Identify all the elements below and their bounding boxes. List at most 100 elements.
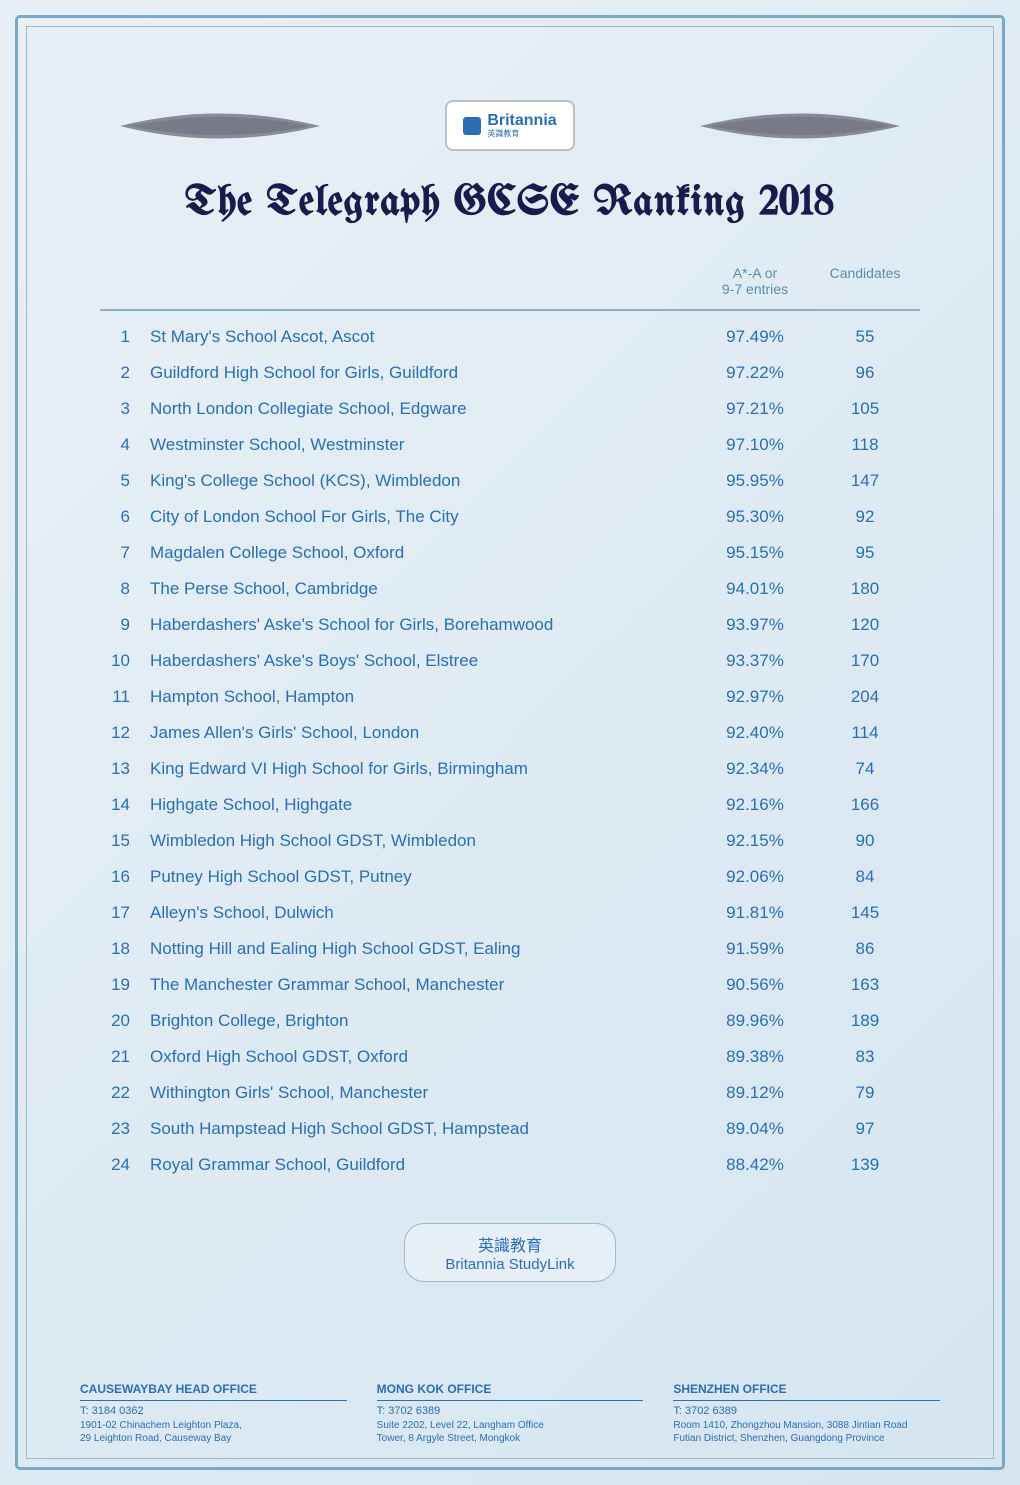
cell-entries: 89.96% [700, 1011, 810, 1031]
table-row: 15 Wimbledon High School GDST, Wimbledon… [100, 823, 920, 859]
cell-entries: 89.04% [700, 1119, 810, 1139]
cell-rank: 10 [100, 651, 150, 671]
office-phone: T: 3184 0362 [80, 1405, 347, 1417]
table-row: 21 Oxford High School GDST, Oxford 89.38… [100, 1039, 920, 1075]
cell-school: Notting Hill and Ealing High School GDST… [150, 939, 700, 959]
cell-candidates: 180 [810, 579, 920, 599]
table-row: 4 Westminster School, Westminster 97.10%… [100, 427, 920, 463]
cell-school: The Perse School, Cambridge [150, 579, 700, 599]
cell-school: King Edward VI High School for Girls, Bi… [150, 759, 700, 779]
office-block: CAUSEWAYBAY HEAD OFFICE T: 3184 0362 190… [80, 1382, 347, 1445]
table-row: 18 Notting Hill and Ealing High School G… [100, 931, 920, 967]
office-address: 1901-02 Chinachem Leighton Plaza, 29 Lei… [80, 1419, 347, 1445]
header-candidates: Candidates [810, 265, 920, 297]
cell-school: Westminster School, Westminster [150, 435, 700, 455]
cell-rank: 5 [100, 471, 150, 491]
offices-section: CAUSEWAYBAY HEAD OFFICE T: 3184 0362 190… [80, 1382, 940, 1445]
cell-entries: 97.49% [700, 327, 810, 347]
cell-rank: 11 [100, 687, 150, 707]
cell-school: Guildford High School for Girls, Guildfo… [150, 363, 700, 383]
table-row: 22 Withington Girls' School, Manchester … [100, 1075, 920, 1111]
cell-rank: 1 [100, 327, 150, 347]
table-row: 11 Hampton School, Hampton 92.97% 204 [100, 679, 920, 715]
cell-candidates: 95 [810, 543, 920, 563]
cell-candidates: 166 [810, 795, 920, 815]
cell-candidates: 145 [810, 903, 920, 923]
office-phone: T: 3702 6389 [377, 1405, 644, 1417]
cell-candidates: 90 [810, 831, 920, 851]
cell-rank: 13 [100, 759, 150, 779]
cell-entries: 93.37% [700, 651, 810, 671]
cell-school: Royal Grammar School, Guildford [150, 1155, 700, 1175]
cell-candidates: 139 [810, 1155, 920, 1175]
footer-badge: 英識教育 Britannia StudyLink [40, 1223, 980, 1282]
cell-entries: 88.42% [700, 1155, 810, 1175]
table-row: 23 South Hampstead High School GDST, Ham… [100, 1111, 920, 1147]
cell-rank: 19 [100, 975, 150, 995]
cell-entries: 90.56% [700, 975, 810, 995]
cell-entries: 92.97% [700, 687, 810, 707]
table-row: 9 Haberdashers' Aske's School for Girls,… [100, 607, 920, 643]
office-phone: T: 3702 6389 [673, 1405, 940, 1417]
cell-candidates: 118 [810, 435, 920, 455]
cell-entries: 89.38% [700, 1047, 810, 1067]
table-header: A*-A or 9-7 entries Candidates [100, 265, 920, 311]
logo-text-wrapper: Britannia 英識教育 [487, 112, 556, 139]
cell-rank: 18 [100, 939, 150, 959]
cell-rank: 6 [100, 507, 150, 527]
footer-badge-english: Britannia StudyLink [445, 1256, 574, 1273]
cell-entries: 91.59% [700, 939, 810, 959]
cell-entries: 93.97% [700, 615, 810, 635]
table-row: 8 The Perse School, Cambridge 94.01% 180 [100, 571, 920, 607]
cell-candidates: 147 [810, 471, 920, 491]
table-row: 12 James Allen's Girls' School, London 9… [100, 715, 920, 751]
table-row: 3 North London Collegiate School, Edgwar… [100, 391, 920, 427]
cell-candidates: 74 [810, 759, 920, 779]
cell-rank: 12 [100, 723, 150, 743]
table-row: 1 St Mary's School Ascot, Ascot 97.49% 5… [100, 319, 920, 355]
cell-rank: 20 [100, 1011, 150, 1031]
table-body: 1 St Mary's School Ascot, Ascot 97.49% 5… [100, 319, 920, 1183]
cell-candidates: 86 [810, 939, 920, 959]
cell-candidates: 84 [810, 867, 920, 887]
cell-rank: 16 [100, 867, 150, 887]
cell-entries: 95.30% [700, 507, 810, 527]
cell-candidates: 120 [810, 615, 920, 635]
table-row: 7 Magdalen College School, Oxford 95.15%… [100, 535, 920, 571]
cell-school: James Allen's Girls' School, London [150, 723, 700, 743]
ranking-table: A*-A or 9-7 entries Candidates 1 St Mary… [100, 265, 920, 1183]
table-row: 16 Putney High School GDST, Putney 92.06… [100, 859, 920, 895]
cell-rank: 24 [100, 1155, 150, 1175]
office-title: SHENZHEN OFFICE [673, 1382, 940, 1401]
cell-school: Alleyn's School, Dulwich [150, 903, 700, 923]
office-title: MONG KOK OFFICE [377, 1382, 644, 1401]
britannia-logo-icon [463, 117, 481, 135]
office-block: MONG KOK OFFICE T: 3702 6389 Suite 2202,… [377, 1382, 644, 1445]
cell-school: King's College School (KCS), Wimbledon [150, 471, 700, 491]
cell-entries: 97.21% [700, 399, 810, 419]
table-row: 20 Brighton College, Brighton 89.96% 189 [100, 1003, 920, 1039]
page-title: The Telegraph GCSE Ranking 2018 [40, 181, 980, 225]
table-row: 17 Alleyn's School, Dulwich 91.81% 145 [100, 895, 920, 931]
cell-school: The Manchester Grammar School, Mancheste… [150, 975, 700, 995]
cell-candidates: 96 [810, 363, 920, 383]
cell-school: Hampton School, Hampton [150, 687, 700, 707]
cell-school: North London Collegiate School, Edgware [150, 399, 700, 419]
cell-rank: 9 [100, 615, 150, 635]
table-row: 24 Royal Grammar School, Guildford 88.42… [100, 1147, 920, 1183]
cell-school: Wimbledon High School GDST, Wimbledon [150, 831, 700, 851]
cell-school: Magdalen College School, Oxford [150, 543, 700, 563]
cell-rank: 2 [100, 363, 150, 383]
cell-rank: 3 [100, 399, 150, 419]
cell-rank: 8 [100, 579, 150, 599]
cell-school: Withington Girls' School, Manchester [150, 1083, 700, 1103]
cell-candidates: 55 [810, 327, 920, 347]
decorative-swoosh-left [120, 96, 320, 156]
cell-school: Putney High School GDST, Putney [150, 867, 700, 887]
decorative-swoosh-right [700, 96, 900, 156]
table-row: 2 Guildford High School for Girls, Guild… [100, 355, 920, 391]
cell-school: South Hampstead High School GDST, Hampst… [150, 1119, 700, 1139]
cell-candidates: 92 [810, 507, 920, 527]
cell-school: Highgate School, Highgate [150, 795, 700, 815]
cell-school: Haberdashers' Aske's Boys' School, Elstr… [150, 651, 700, 671]
